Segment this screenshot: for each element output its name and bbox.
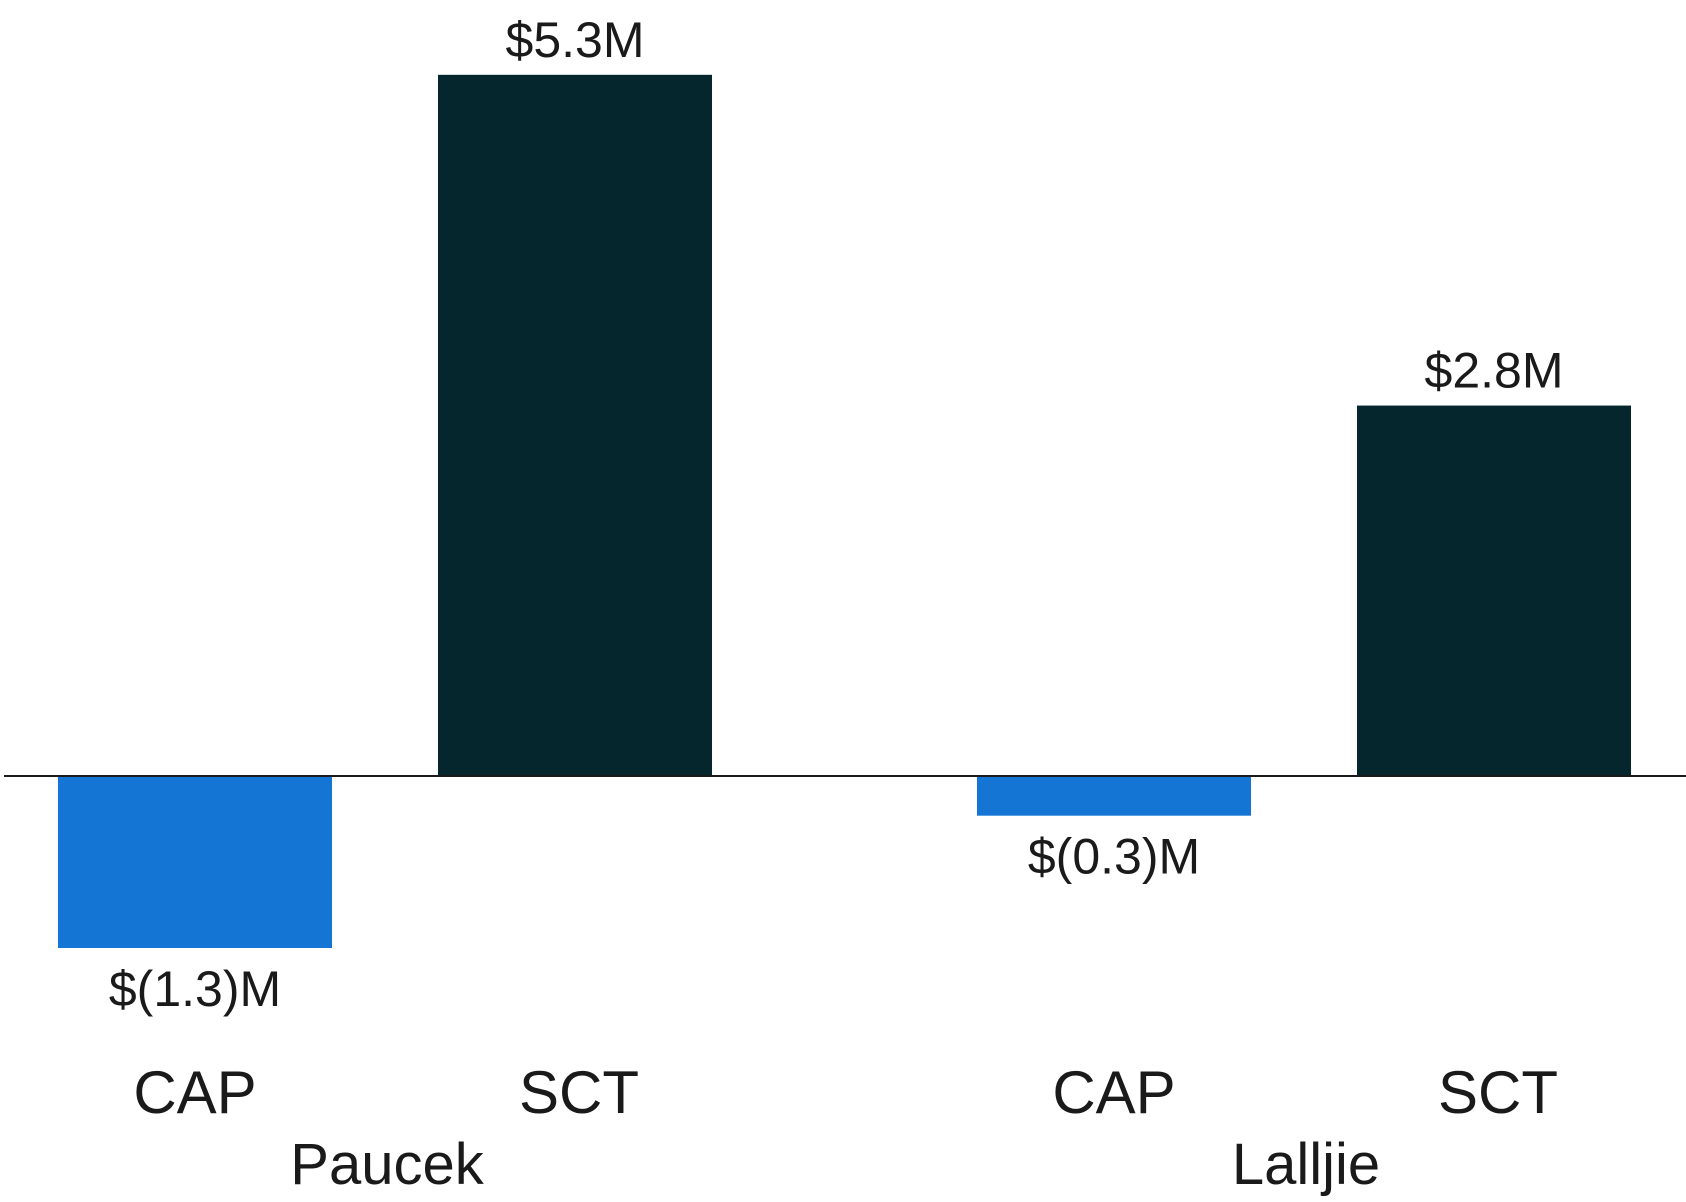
bar-lalljie-cap (977, 776, 1251, 816)
value-label-lalljie-cap: $(0.3)M (1028, 829, 1200, 885)
category-label-paucek-cap: CAP (133, 1059, 256, 1126)
value-label-lalljie-sct: $2.8M (1425, 343, 1564, 399)
bar-paucek-sct (438, 74, 712, 776)
category-label-lalljie-sct: SCT (1438, 1059, 1558, 1126)
category-label-lalljie-cap: CAP (1052, 1059, 1175, 1126)
labels-layer: $(1.3)M CAP $5.3M SCT Paucek $(0.3)M CAP $2.8M S… (109, 12, 1564, 1197)
group-label-lalljie: Lalljie (1232, 1132, 1380, 1197)
group-label-paucek: Paucek (290, 1132, 484, 1197)
bar-lalljie-sct (1357, 405, 1631, 776)
bar-paucek-cap (58, 776, 332, 948)
bars-layer (58, 74, 1631, 948)
value-label-paucek-sct: $5.3M (506, 12, 645, 68)
category-label-paucek-sct: SCT (519, 1059, 639, 1126)
value-label-paucek-cap: $(1.3)M (109, 961, 281, 1017)
